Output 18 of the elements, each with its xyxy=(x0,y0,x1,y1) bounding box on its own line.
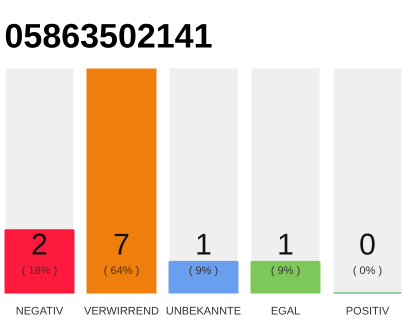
x-tick-label: NEGATIV xyxy=(16,306,64,318)
data-label: ( 18% ) xyxy=(22,265,58,277)
annotation: 2 xyxy=(31,228,48,262)
data-label: ( 9% ) xyxy=(270,265,300,277)
data-label: ( 64% ) xyxy=(104,265,140,277)
bar xyxy=(168,260,238,294)
chart-title: 05863502141 xyxy=(4,18,213,56)
annotation: 7 xyxy=(113,228,130,262)
annotation: 1 xyxy=(277,228,294,262)
x-tick-label: VERWIRREND xyxy=(84,306,160,318)
x-tick-label: POSITIV xyxy=(346,306,390,318)
bar xyxy=(250,260,320,294)
x-tick-label: EGAL xyxy=(270,306,300,318)
annotation: 1 xyxy=(195,228,212,262)
annotation: 0 xyxy=(359,228,376,262)
x-tick-label: UNBEKANNTE xyxy=(166,306,242,318)
data-label: ( 0% ) xyxy=(352,265,382,277)
data-label: ( 9% ) xyxy=(188,265,218,277)
